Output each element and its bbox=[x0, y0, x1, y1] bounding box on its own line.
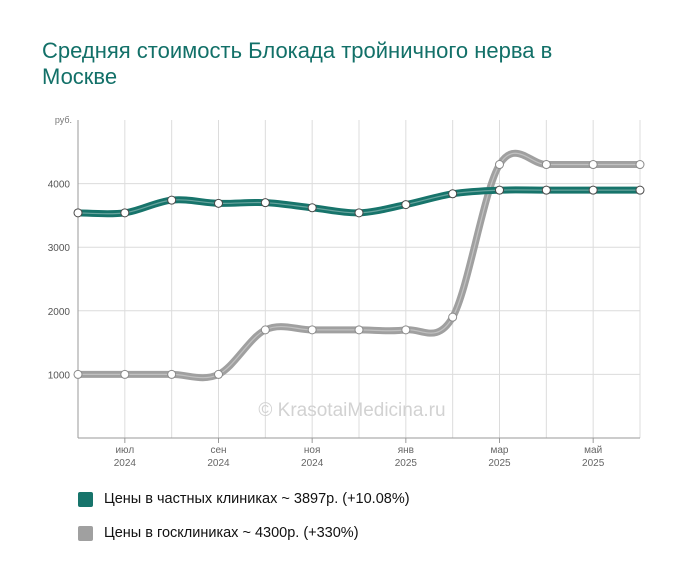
y-tick-label: 1000 bbox=[48, 370, 71, 381]
data-point-public bbox=[260, 325, 270, 335]
x-tick-label-year: 2025 bbox=[488, 458, 511, 469]
axes: 1000 2000 3000 4000 руб. июл 2024 сен 2024 ноя 202… bbox=[48, 115, 640, 469]
data-point-private bbox=[214, 198, 223, 208]
data-point-public bbox=[167, 369, 177, 379]
chart-title: Средняя стоимость Блокада тройничного не… bbox=[42, 38, 553, 89]
legend-label-private: Цены в частных клиниках ~ 3897р. (+10.08… bbox=[104, 491, 410, 507]
data-point-public bbox=[120, 369, 130, 379]
x-tick-label-year: 2025 bbox=[582, 458, 605, 469]
data-point-public bbox=[73, 369, 83, 379]
data-point-private bbox=[354, 208, 364, 218]
x-tick-label-year: 2024 bbox=[301, 458, 324, 469]
data-point-public bbox=[401, 325, 411, 335]
x-tick-label-year: 2025 bbox=[395, 458, 418, 469]
y-tick-label: 4000 bbox=[48, 180, 71, 191]
watermark: © KrasotaiMedicina.ru bbox=[258, 400, 445, 421]
legend-swatch-public bbox=[78, 526, 93, 541]
data-point-public bbox=[495, 160, 504, 170]
data-point-private bbox=[73, 208, 83, 218]
grid bbox=[77, 120, 641, 438]
data-point-public bbox=[214, 369, 223, 379]
y-tick-label: 3000 bbox=[48, 243, 71, 254]
data-point-private bbox=[541, 185, 551, 195]
data-point-public bbox=[448, 312, 458, 322]
data-point-private bbox=[307, 203, 317, 213]
x-tick-label-month: июл bbox=[115, 445, 134, 456]
x-tick-label-month: ноя bbox=[304, 445, 321, 456]
data-point-public bbox=[541, 160, 551, 170]
data-point-private bbox=[401, 200, 411, 210]
data-point-private bbox=[167, 195, 177, 205]
data-point-private bbox=[588, 185, 598, 195]
x-tick-label-month: сен bbox=[210, 445, 226, 456]
x-tick-label-month: мар bbox=[491, 445, 509, 456]
legend-item-public[interactable]: Цены в госклиниках ~ 4300р. (+330%) bbox=[78, 524, 578, 546]
legend-item-private[interactable]: Цены в частных клиниках ~ 3897р. (+10.08… bbox=[78, 490, 578, 512]
data-point-public bbox=[307, 325, 317, 335]
series bbox=[73, 149, 645, 382]
data-point-private bbox=[448, 189, 458, 199]
y-tick-label: 2000 bbox=[48, 307, 71, 318]
x-tick-label-year: 2024 bbox=[207, 458, 230, 469]
data-point-public bbox=[588, 160, 598, 170]
legend-label-public: Цены в госклиниках ~ 4300р. (+330%) bbox=[104, 525, 359, 541]
y-axis-unit: руб. bbox=[55, 115, 72, 125]
legend-swatch-private bbox=[78, 492, 93, 507]
x-tick-label-year: 2024 bbox=[114, 458, 137, 469]
data-point-private bbox=[120, 208, 130, 218]
data-point-public bbox=[635, 160, 645, 170]
data-point-private bbox=[260, 198, 270, 208]
data-point-private bbox=[635, 185, 645, 195]
data-point-private bbox=[495, 185, 504, 195]
x-tick-label-month: янв bbox=[398, 445, 414, 456]
x-tick-label-month: май bbox=[584, 445, 602, 456]
data-point-public bbox=[354, 325, 364, 335]
